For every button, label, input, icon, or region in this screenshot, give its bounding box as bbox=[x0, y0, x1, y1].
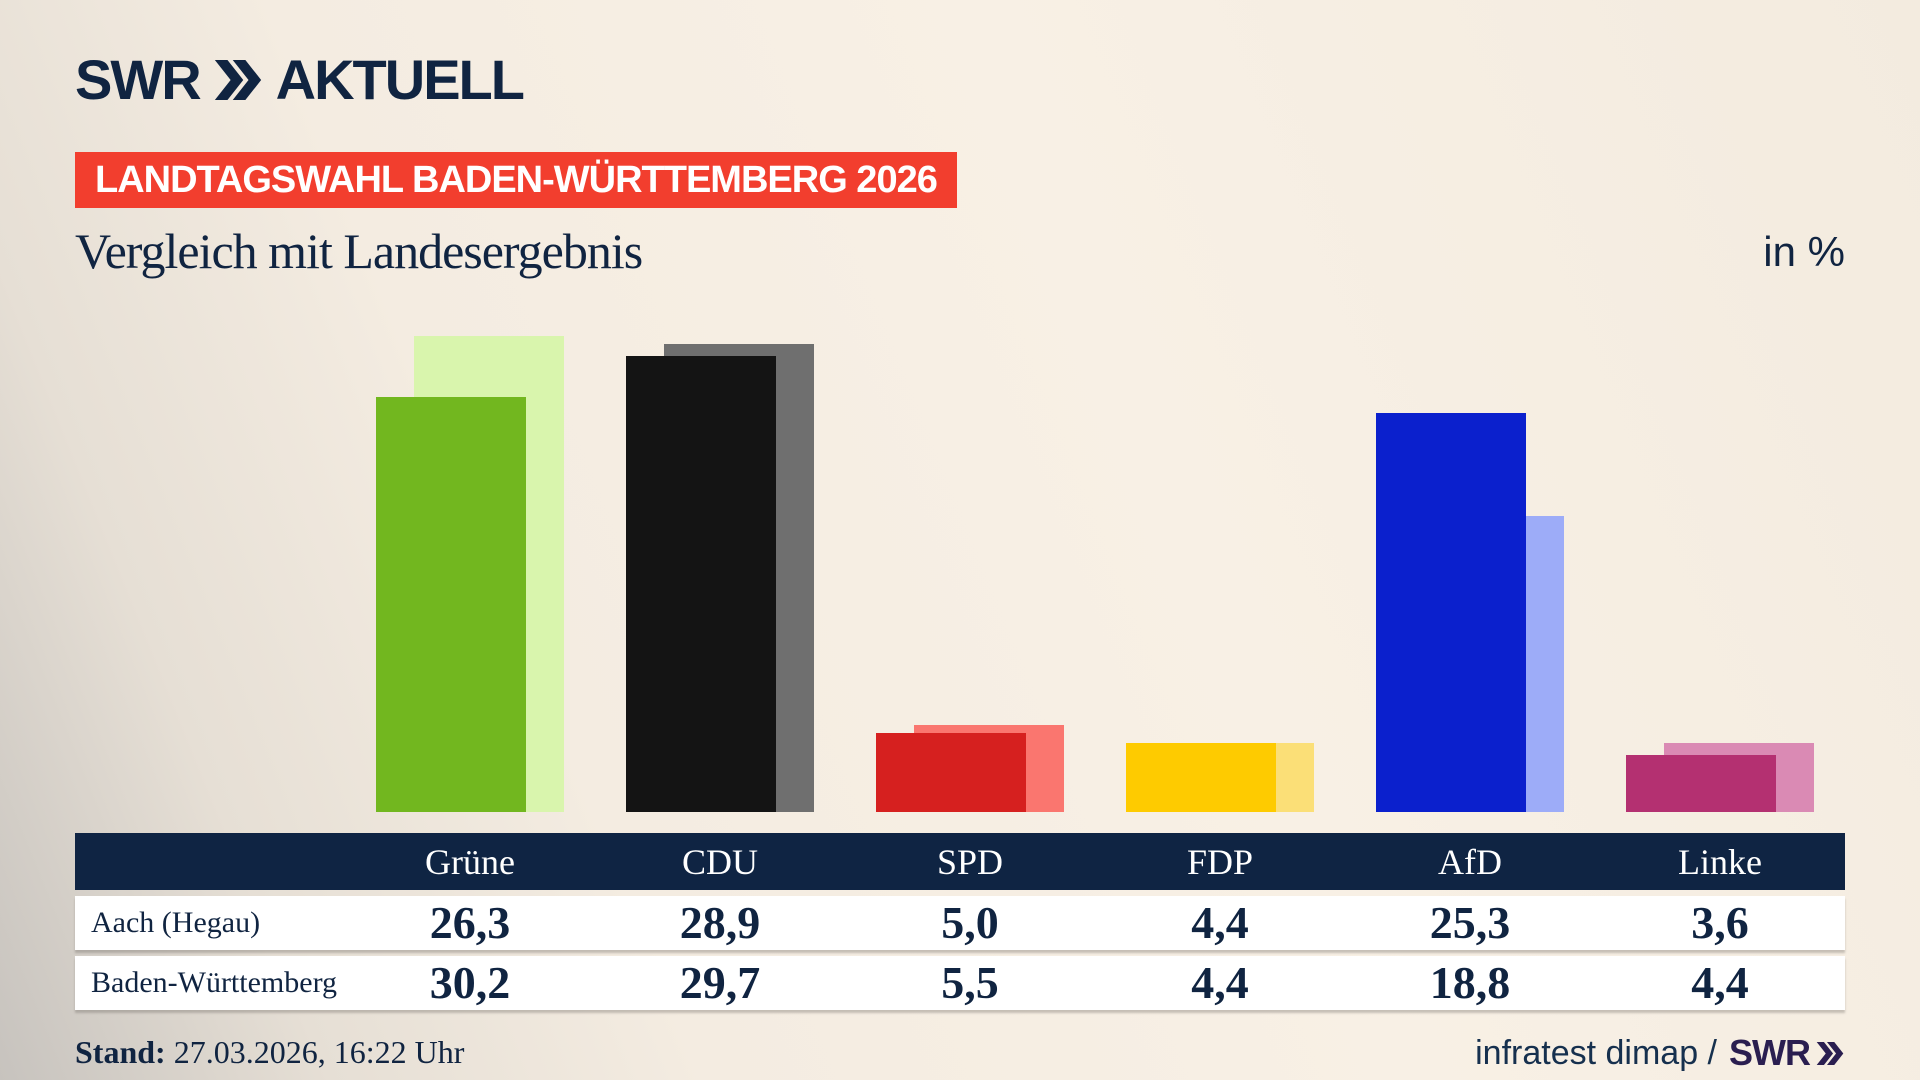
value-aach-hegau--cdu: 28,9 bbox=[679, 897, 761, 948]
column-header-linke: Linke bbox=[1678, 841, 1762, 882]
swr-aktuell-logo: SWR AKTUELL bbox=[75, 48, 525, 111]
value-aach-hegau--gruene: 26,3 bbox=[429, 897, 511, 948]
unit-label: in % bbox=[1763, 228, 1845, 275]
bar-aach-hegau--spd bbox=[876, 733, 1026, 812]
logo-brand-text: SWR bbox=[75, 48, 202, 111]
chart-group-linke bbox=[1595, 252, 1845, 812]
election-badge: LANDTAGSWAHL BADEN-WÜRTTEMBERG 2026 bbox=[75, 152, 957, 208]
value-baden-wuerttemberg-cdu: 29,7 bbox=[679, 957, 761, 1008]
value-aach-hegau--fdp: 4,4 bbox=[1191, 897, 1249, 948]
value-baden-wuerttemberg-gruene: 30,2 bbox=[429, 957, 511, 1008]
bar-aach-hegau--linke bbox=[1626, 755, 1776, 812]
logo-suffix-text: AKTUELL bbox=[275, 48, 525, 111]
bar-chart bbox=[75, 252, 1845, 812]
swr-footer-logo-text: SWR bbox=[1729, 1032, 1811, 1073]
results-table: Grüne CDU SPD FDP AfD Linke Aach (Hegau) 26,3 2… bbox=[75, 833, 1845, 1010]
source-text: infratest dimap / bbox=[1475, 1033, 1717, 1072]
table-header-row: Grüne CDU SPD FDP AfD Linke bbox=[75, 833, 1845, 890]
swr-footer-logo: SWR bbox=[1729, 1032, 1845, 1074]
value-aach-hegau--linke: 3,6 bbox=[1691, 897, 1749, 948]
table-row-aach-hegau-: Aach (Hegau) 26,3 28,9 5,0 4,4 25,3 3,6 bbox=[75, 896, 1845, 950]
bar-aach-hegau--gruene bbox=[376, 397, 526, 812]
double-chevron-icon bbox=[214, 60, 261, 100]
timestamp-label: Stand: bbox=[75, 1034, 166, 1070]
timestamp: Stand: 27.03.2026, 16:22 Uhr bbox=[75, 1034, 464, 1071]
chart-group-fdp bbox=[1095, 252, 1345, 812]
timestamp-value: 27.03.2026, 16:22 Uhr bbox=[165, 1034, 465, 1070]
source-attribution: infratest dimap / SWR bbox=[1475, 1032, 1845, 1074]
value-aach-hegau--afd: 25,3 bbox=[1429, 897, 1511, 948]
chart-group-afd bbox=[1345, 252, 1595, 812]
value-baden-wuerttemberg-fdp: 4,4 bbox=[1191, 957, 1249, 1008]
row-label-baden-wuerttemberg: Baden-Württemberg bbox=[91, 966, 338, 999]
bar-aach-hegau--fdp bbox=[1126, 742, 1276, 812]
row-label-aach-hegau-: Aach (Hegau) bbox=[91, 906, 261, 939]
chart-groups bbox=[345, 252, 1845, 812]
table-row-baden-wuerttemberg: Baden-Württemberg 30,2 29,7 5,5 4,4 18,8 4,4 bbox=[75, 956, 1845, 1010]
double-chevron-icon bbox=[1816, 1041, 1844, 1065]
column-header-fdp: FDP bbox=[1186, 841, 1254, 882]
bar-aach-hegau--cdu bbox=[626, 356, 776, 812]
column-header-gruene: Grüne bbox=[425, 841, 515, 882]
column-header-cdu: CDU bbox=[681, 841, 758, 882]
value-baden-wuerttemberg-spd: 5,5 bbox=[941, 957, 999, 1008]
bar-aach-hegau--afd bbox=[1376, 413, 1526, 812]
value-baden-wuerttemberg-afd: 18,8 bbox=[1429, 957, 1511, 1008]
value-aach-hegau--spd: 5,0 bbox=[941, 897, 999, 948]
column-header-afd: AfD bbox=[1438, 841, 1502, 882]
chart-group-gruene bbox=[345, 252, 595, 812]
value-baden-wuerttemberg-linke: 4,4 bbox=[1691, 957, 1749, 1008]
chart-title: Vergleich mit Landesergebnis bbox=[75, 223, 643, 279]
chart-group-cdu bbox=[595, 252, 845, 812]
chart-group-spd bbox=[845, 252, 1095, 812]
column-header-spd: SPD bbox=[936, 841, 1004, 882]
